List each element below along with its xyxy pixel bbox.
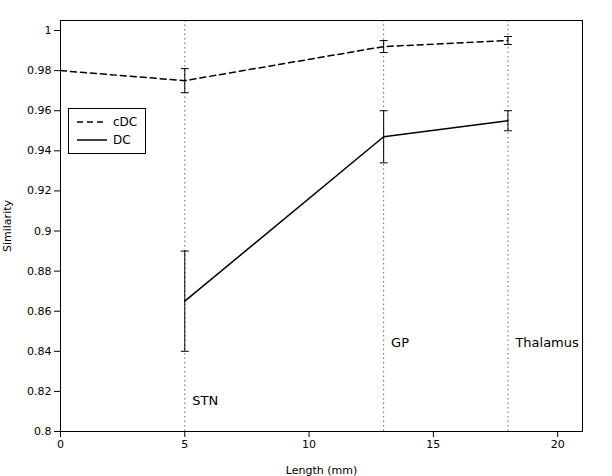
svg-text:0.98: 0.98 <box>27 64 52 77</box>
html-text:DC: DC <box>113 133 131 147</box>
svg-text:0.86: 0.86 <box>27 305 52 318</box>
svg-text:0.8: 0.8 <box>34 425 52 438</box>
html-text:cDC: cDC <box>113 115 138 129</box>
svg-text:0: 0 <box>57 438 64 451</box>
svg-text:0.88: 0.88 <box>27 265 52 278</box>
svg-text:STN: STN <box>192 393 218 408</box>
svg-text:Thalamus: Thalamus <box>514 335 579 350</box>
svg-text:15: 15 <box>426 438 440 451</box>
svg-text:1: 1 <box>45 24 52 37</box>
svg-text:GP: GP <box>391 335 409 350</box>
svg-text:5: 5 <box>181 438 188 451</box>
svg-text:0.84: 0.84 <box>27 345 52 358</box>
svg-text:0.96: 0.96 <box>27 104 52 117</box>
svg-text:10: 10 <box>302 438 316 451</box>
svg-text:Length (mm): Length (mm) <box>286 464 357 476</box>
svg-text:0.92: 0.92 <box>27 184 52 197</box>
svg-text:0.94: 0.94 <box>27 144 52 157</box>
svg-text:20: 20 <box>551 438 565 451</box>
svg-text:0.82: 0.82 <box>27 385 52 398</box>
svg-text:0.9: 0.9 <box>34 225 52 238</box>
svg-text:Similarity: Similarity <box>1 200 14 252</box>
